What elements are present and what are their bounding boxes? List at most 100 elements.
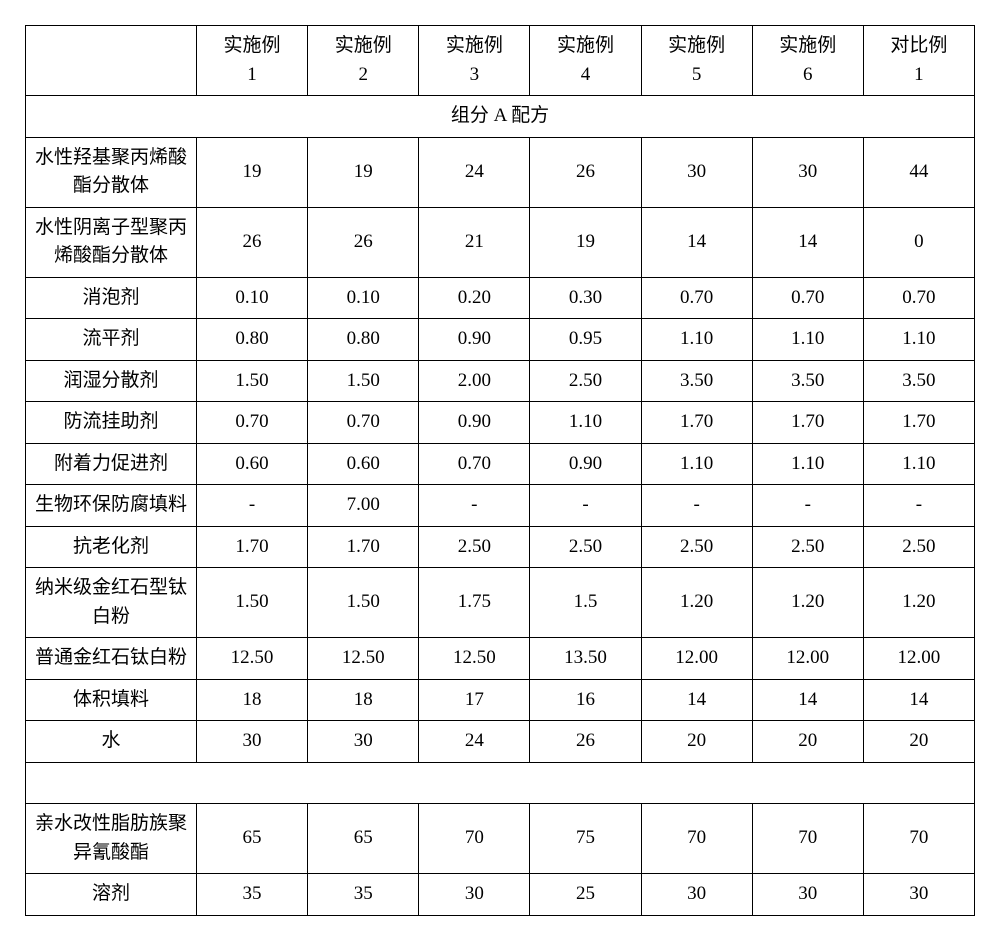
data-cell: 1.10 xyxy=(530,402,641,444)
data-cell: 1.50 xyxy=(308,568,419,638)
data-cell: - xyxy=(641,485,752,527)
data-cell: 12.50 xyxy=(308,638,419,680)
row-label: 流平剂 xyxy=(26,319,197,361)
row-label: 体积填料 xyxy=(26,679,197,721)
column-header-line1: 实施例 xyxy=(557,35,614,56)
data-cell: 2.50 xyxy=(863,526,974,568)
data-cell: 18 xyxy=(196,679,307,721)
data-cell: 0.70 xyxy=(752,277,863,319)
column-header-line2: 1 xyxy=(247,64,257,85)
column-header-line2: 3 xyxy=(470,64,480,85)
data-cell: 1.50 xyxy=(196,360,307,402)
row-label: 生物环保防腐填料 xyxy=(26,485,197,527)
table-row: 水性羟基聚丙烯酸酯分散体19192426303044 xyxy=(26,137,975,207)
data-cell: 1.10 xyxy=(863,443,974,485)
data-cell: 3.50 xyxy=(863,360,974,402)
column-header-line1: 对比例 xyxy=(890,35,947,56)
data-cell: 1.5 xyxy=(530,568,641,638)
column-header: 实施例 4 xyxy=(530,26,641,96)
data-cell: 0.10 xyxy=(308,277,419,319)
data-cell: 2.50 xyxy=(530,526,641,568)
data-cell: 0.20 xyxy=(419,277,530,319)
data-cell: 14 xyxy=(752,207,863,277)
data-cell: 0.70 xyxy=(641,277,752,319)
data-cell: 30 xyxy=(196,721,307,763)
column-header: 实施例6 xyxy=(752,26,863,96)
data-cell: 24 xyxy=(419,137,530,207)
data-cell: 1.20 xyxy=(641,568,752,638)
data-cell: 2.00 xyxy=(419,360,530,402)
table-row: 防流挂助剂0.700.700.901.101.701.701.70 xyxy=(26,402,975,444)
data-cell: 2.50 xyxy=(419,526,530,568)
data-cell: 1.20 xyxy=(752,568,863,638)
data-cell: - xyxy=(752,485,863,527)
data-cell: 35 xyxy=(196,874,307,916)
data-cell: 35 xyxy=(308,874,419,916)
data-cell: 1.70 xyxy=(308,526,419,568)
data-cell: 0.60 xyxy=(308,443,419,485)
table-row: 生物环保防腐填料-7.00----- xyxy=(26,485,975,527)
data-cell: - xyxy=(196,485,307,527)
data-cell: 1.10 xyxy=(641,319,752,361)
data-cell: 19 xyxy=(196,137,307,207)
data-cell: 1.50 xyxy=(308,360,419,402)
table-row: 抗老化剂1.701.702.502.502.502.502.50 xyxy=(26,526,975,568)
data-cell: 13.50 xyxy=(530,638,641,680)
row-label: 水性阴离子型聚丙烯酸酯分散体 xyxy=(26,207,197,277)
row-label: 水 xyxy=(26,721,197,763)
section-a-title: 组分 A 配方 xyxy=(26,96,975,138)
data-cell: 30 xyxy=(641,137,752,207)
data-cell: 0.90 xyxy=(530,443,641,485)
data-cell: 21 xyxy=(419,207,530,277)
section-divider-row xyxy=(26,762,975,804)
column-header: 实施例5 xyxy=(641,26,752,96)
data-cell: - xyxy=(530,485,641,527)
data-cell: 0.10 xyxy=(196,277,307,319)
data-cell: 70 xyxy=(419,804,530,874)
data-cell: 19 xyxy=(530,207,641,277)
table-row: 溶剂35353025303030 xyxy=(26,874,975,916)
column-header-line1: 实施例 xyxy=(335,35,392,56)
data-cell: - xyxy=(419,485,530,527)
data-cell: 30 xyxy=(752,137,863,207)
data-cell: 14 xyxy=(752,679,863,721)
data-cell: 17 xyxy=(419,679,530,721)
data-cell: 12.00 xyxy=(863,638,974,680)
data-cell: 20 xyxy=(752,721,863,763)
data-cell: 70 xyxy=(752,804,863,874)
header-blank xyxy=(26,26,197,96)
data-cell: 1.10 xyxy=(752,443,863,485)
row-label: 附着力促进剂 xyxy=(26,443,197,485)
table-row: 消泡剂0.100.100.200.300.700.700.70 xyxy=(26,277,975,319)
column-header-line1: 实施例 xyxy=(668,35,725,56)
data-cell: 30 xyxy=(752,874,863,916)
header-row: 实施例1实施例2实施例3实施例4实施例5实施例6对比例1 xyxy=(26,26,975,96)
data-cell: 0.80 xyxy=(308,319,419,361)
column-header-line2: 4 xyxy=(581,64,591,85)
column-header-line1: 实施例 xyxy=(224,35,281,56)
data-cell: 0.70 xyxy=(196,402,307,444)
table-row: 润湿分散剂1.501.502.002.503.503.503.50 xyxy=(26,360,975,402)
data-cell: - xyxy=(863,485,974,527)
data-cell: 14 xyxy=(641,207,752,277)
row-label: 防流挂助剂 xyxy=(26,402,197,444)
data-cell: 2.50 xyxy=(641,526,752,568)
data-cell: 2.50 xyxy=(752,526,863,568)
row-label: 亲水改性脂肪族聚异氰酸酯 xyxy=(26,804,197,874)
table-row: 流平剂0.800.800.900.951.101.101.10 xyxy=(26,319,975,361)
data-cell: 0.90 xyxy=(419,402,530,444)
data-cell: 0.70 xyxy=(863,277,974,319)
column-header-line1: 实施例 xyxy=(446,35,503,56)
data-cell: 65 xyxy=(308,804,419,874)
data-cell: 14 xyxy=(863,679,974,721)
row-label: 水性羟基聚丙烯酸酯分散体 xyxy=(26,137,197,207)
column-header: 实施例 1 xyxy=(196,26,307,96)
table-row: 体积填料18181716141414 xyxy=(26,679,975,721)
data-cell: 1.70 xyxy=(641,402,752,444)
table-row: 水30302426202020 xyxy=(26,721,975,763)
data-cell: 1.50 xyxy=(196,568,307,638)
data-cell: 0.80 xyxy=(196,319,307,361)
data-cell: 30 xyxy=(863,874,974,916)
data-cell: 3.50 xyxy=(641,360,752,402)
data-cell: 30 xyxy=(641,874,752,916)
